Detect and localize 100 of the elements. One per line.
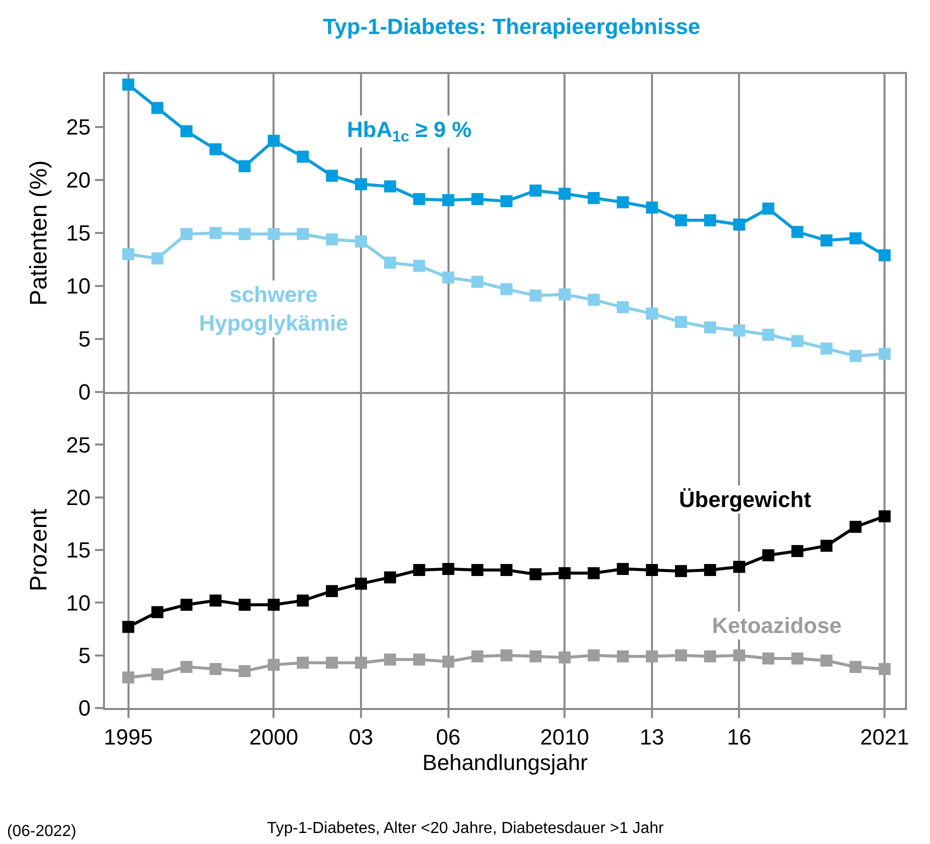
- point: [238, 160, 251, 172]
- point: [355, 178, 367, 190]
- series-label: schwere Hypoglykämie: [199, 282, 348, 336]
- point: [762, 202, 774, 215]
- point: [733, 649, 746, 662]
- point: [210, 227, 222, 239]
- point: [180, 598, 192, 611]
- point: [616, 196, 629, 208]
- text: Typ-1-Diabetes, Alter <20 Jahre, Diabetesdauer >1 Jahr: [267, 820, 664, 837]
- y-tick-label: 25: [66, 432, 91, 458]
- point: [326, 233, 338, 246]
- point: [413, 564, 426, 576]
- point: [296, 594, 309, 607]
- point: [326, 170, 338, 182]
- point: [820, 654, 832, 667]
- point: [122, 620, 134, 633]
- point: [210, 143, 222, 156]
- point: [530, 568, 542, 580]
- point: [296, 228, 309, 240]
- point: [616, 301, 629, 314]
- point: [791, 226, 804, 238]
- point: [355, 656, 367, 669]
- point: [850, 520, 862, 533]
- point: [296, 150, 309, 163]
- point: [530, 290, 542, 302]
- point: [413, 654, 426, 666]
- point: [616, 650, 629, 662]
- point: [850, 660, 862, 673]
- point: [442, 194, 454, 206]
- point: [500, 649, 512, 662]
- point: [791, 545, 804, 558]
- point: [326, 585, 338, 598]
- point: [238, 228, 251, 240]
- point: [733, 218, 746, 231]
- point: [878, 249, 891, 262]
- point: [530, 184, 542, 197]
- point: [530, 650, 542, 662]
- point: [820, 234, 832, 246]
- point: [820, 540, 832, 552]
- y-tick-label: 15: [66, 538, 91, 563]
- point: [762, 549, 774, 562]
- point: [238, 598, 251, 611]
- point: [500, 195, 512, 208]
- y-tick-label: 15: [66, 220, 91, 246]
- y-tick-label: 0: [78, 380, 91, 405]
- point: [471, 564, 484, 576]
- point: [791, 335, 804, 348]
- point: [733, 324, 746, 337]
- y-tick-label: 5: [78, 643, 91, 668]
- point: [210, 663, 222, 676]
- point: [733, 560, 746, 573]
- point: [878, 348, 891, 360]
- point: [471, 193, 484, 206]
- point: [588, 649, 600, 662]
- point: [675, 649, 687, 662]
- point: [151, 252, 164, 264]
- y-axis-title: Patienten (%): [26, 160, 53, 306]
- point: [122, 248, 134, 260]
- point: [675, 214, 687, 226]
- point: [442, 656, 454, 668]
- point: [675, 316, 687, 328]
- x-tick-label: 03: [348, 724, 374, 750]
- point: [704, 214, 716, 226]
- point: [558, 651, 571, 664]
- point: [238, 665, 251, 678]
- x-tick-label: 1995: [104, 724, 153, 750]
- point: [850, 232, 862, 244]
- point: [384, 256, 396, 269]
- y-tick-label: 20: [66, 168, 91, 193]
- point: [180, 228, 192, 240]
- point: [646, 308, 658, 320]
- point: [646, 650, 658, 662]
- point: [122, 78, 134, 91]
- y-tick-label: 25: [66, 114, 91, 140]
- point: [384, 654, 396, 666]
- point: [850, 350, 862, 362]
- y-tick-label: 10: [66, 274, 91, 299]
- y-tick-label: 5: [78, 326, 91, 352]
- point: [268, 598, 280, 611]
- x-tick-label: 2000: [249, 724, 298, 750]
- point: [558, 288, 571, 300]
- point: [500, 283, 512, 296]
- point: [442, 562, 454, 575]
- x-tick-label: 16: [726, 724, 752, 750]
- point: [413, 260, 426, 272]
- point: [704, 321, 716, 334]
- point: [180, 660, 192, 673]
- point: [151, 668, 164, 680]
- y-axis-title: Prozent: [26, 508, 53, 592]
- point: [413, 193, 426, 206]
- point: [646, 564, 658, 576]
- point: [442, 272, 454, 284]
- point: [471, 276, 484, 288]
- point: [151, 102, 164, 114]
- point: [384, 180, 396, 192]
- point: [588, 192, 600, 204]
- x-tick-label: 2021: [860, 724, 910, 750]
- point: [878, 510, 891, 522]
- x-tick-label: 06: [436, 724, 461, 750]
- point: [268, 658, 280, 671]
